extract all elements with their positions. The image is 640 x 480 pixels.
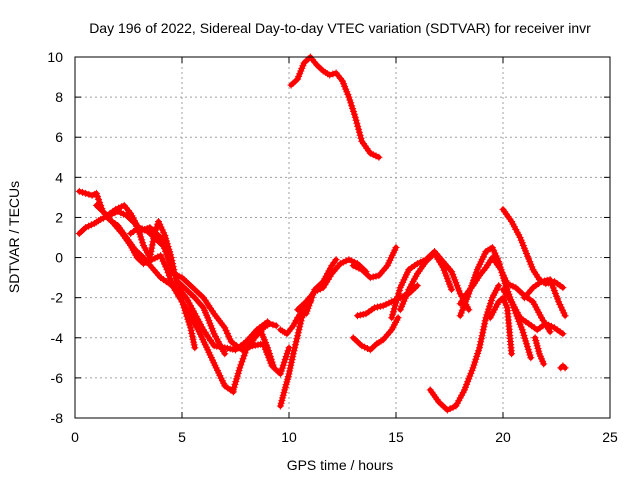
series-arc-26 (531, 334, 548, 368)
series-arc-6 (174, 278, 229, 358)
series-markers (349, 314, 402, 354)
series-markers (349, 244, 400, 282)
x-axis-label: GPS time / hours (287, 457, 394, 473)
series-markers (499, 205, 567, 292)
x-tick-label: 10 (281, 429, 297, 445)
series-arc-23 (486, 294, 516, 358)
series-arc-8 (232, 328, 293, 378)
y-axis-label: SDTVAR / TECUs (6, 181, 22, 293)
series-markers (127, 224, 173, 255)
series-markers (302, 256, 340, 318)
series-layer (75, 53, 569, 414)
series-arc-15 (349, 314, 402, 354)
y-tick-label: 2 (55, 209, 63, 225)
series-arc-21 (456, 254, 554, 336)
series-markers (396, 250, 456, 314)
x-tick-label: 15 (388, 429, 404, 445)
y-tick-label: 8 (55, 89, 63, 105)
series-markers (103, 201, 199, 352)
series-markers (499, 286, 567, 338)
series-arc-25 (520, 276, 569, 320)
series-arc-27 (557, 362, 569, 372)
series-arc-14 (349, 244, 400, 282)
grid (75, 57, 610, 418)
series-arc-5 (127, 224, 173, 255)
series-markers (531, 334, 548, 368)
x-tick-label: 5 (178, 429, 186, 445)
series-markers (287, 53, 383, 161)
y-tick-label: 10 (47, 49, 63, 65)
series-arc-12 (302, 256, 340, 318)
y-tick-label: 0 (55, 250, 63, 266)
series-trace (288, 54, 382, 160)
x-tick-label: 25 (602, 429, 618, 445)
series-markers (557, 362, 569, 372)
x-tick-label: 20 (495, 429, 511, 445)
y-tick-label: 4 (55, 169, 63, 185)
series-arc-18 (396, 250, 456, 314)
series-markers (276, 304, 310, 410)
chart-title: Day 196 of 2022, Sidereal Day-to-day VTE… (89, 20, 591, 36)
x-tick-label: 0 (71, 429, 79, 445)
series-arc-22 (499, 286, 567, 338)
y-tick-label: -2 (51, 290, 64, 306)
y-tick-label: -4 (51, 330, 64, 346)
series-markers (486, 294, 516, 358)
y-axis-ticks: -8 -6 -4 -2 0 2 4 6 8 10 (47, 49, 610, 426)
series-arc-13 (287, 53, 383, 161)
y-tick-label: -6 (51, 370, 64, 386)
series-arc-19 (426, 282, 503, 414)
series-arc-10 (276, 304, 310, 410)
x-axis-ticks: 0 5 10 15 20 25 (71, 57, 618, 445)
series-markers (232, 328, 293, 378)
series-markers (456, 254, 554, 336)
series-markers (520, 276, 569, 320)
series-markers (426, 282, 503, 414)
y-tick-label: -8 (51, 410, 64, 426)
plot-frame (74, 56, 611, 419)
y-tick-label: 6 (55, 129, 63, 145)
series-arc-24 (499, 205, 567, 292)
series-markers (174, 278, 229, 358)
